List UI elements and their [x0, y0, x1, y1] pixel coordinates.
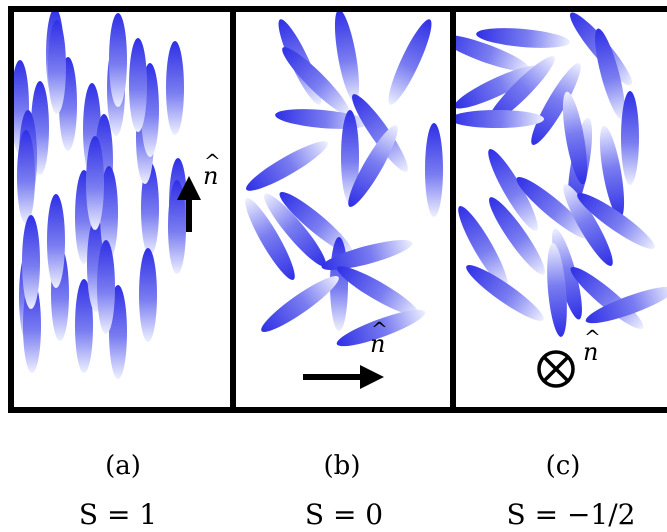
molecule	[141, 162, 159, 256]
panel-c-frame	[450, 6, 667, 413]
molecule	[279, 192, 353, 254]
panel-c-order-parameter: S = −1/2	[507, 498, 636, 531]
panel-c-molecules	[454, 12, 667, 337]
panel-a-molecules	[14, 9, 187, 379]
panel-a-director: n ^	[177, 149, 221, 232]
molecule	[139, 248, 157, 342]
molecule	[246, 141, 328, 191]
panel-frames	[8, 6, 667, 413]
molecule	[552, 228, 582, 320]
molecule	[100, 166, 118, 260]
molecule	[168, 180, 186, 274]
molecule	[334, 9, 360, 103]
panel-b-caption: (b)	[324, 451, 361, 481]
molecule	[166, 41, 184, 135]
molecule	[337, 266, 419, 316]
molecule	[585, 286, 667, 324]
molecule	[563, 184, 613, 266]
hat-accent: ^	[204, 149, 221, 173]
molecule	[466, 265, 544, 321]
panel-c-director: n ^	[537, 325, 601, 388]
molecule	[388, 19, 432, 105]
molecule	[454, 34, 530, 72]
molecule	[47, 194, 65, 288]
molecule	[454, 65, 540, 109]
panel-b-order-parameter: S = 0	[305, 498, 383, 531]
molecule	[577, 193, 655, 249]
molecule	[86, 136, 104, 230]
panel-a-caption: (a)	[105, 451, 141, 481]
panel-a-director-label: n	[203, 162, 218, 190]
molecule	[129, 38, 147, 132]
hat-accent: ^	[371, 317, 388, 341]
molecule	[75, 279, 93, 373]
molecule	[321, 240, 413, 270]
molecule	[341, 110, 359, 204]
molecule	[109, 13, 127, 107]
molecule	[454, 110, 544, 128]
molecule	[97, 240, 115, 334]
molecule	[282, 47, 350, 115]
molecule	[476, 28, 570, 48]
panel-c-caption: (c)	[546, 451, 581, 481]
panel-b-director-label: n	[370, 330, 385, 358]
molecule	[17, 130, 35, 224]
molecule	[488, 149, 538, 231]
molecule	[22, 215, 40, 309]
molecule	[336, 309, 426, 347]
panel-b-molecules	[245, 9, 443, 347]
panel-a-order-parameter: S = 1	[79, 498, 157, 531]
molecule	[458, 206, 508, 288]
panel-b-director: n ^	[303, 317, 388, 389]
molecule	[245, 198, 295, 280]
molecule	[487, 56, 555, 124]
molecule	[48, 20, 66, 114]
molecule	[425, 123, 443, 217]
molecule	[531, 63, 581, 145]
molecule	[621, 91, 639, 185]
molecule	[348, 125, 398, 207]
molecule	[547, 243, 567, 337]
molecule	[489, 197, 545, 275]
molecule	[595, 28, 625, 120]
molecule	[516, 177, 590, 239]
circled-times-icon	[537, 350, 575, 388]
molecule	[562, 91, 588, 185]
hat-accent: ^	[584, 325, 601, 349]
molecule	[599, 125, 625, 219]
molecule	[352, 94, 408, 172]
molecule	[264, 193, 326, 267]
molecule	[261, 276, 339, 332]
panel-c-director-label: n	[583, 338, 598, 366]
